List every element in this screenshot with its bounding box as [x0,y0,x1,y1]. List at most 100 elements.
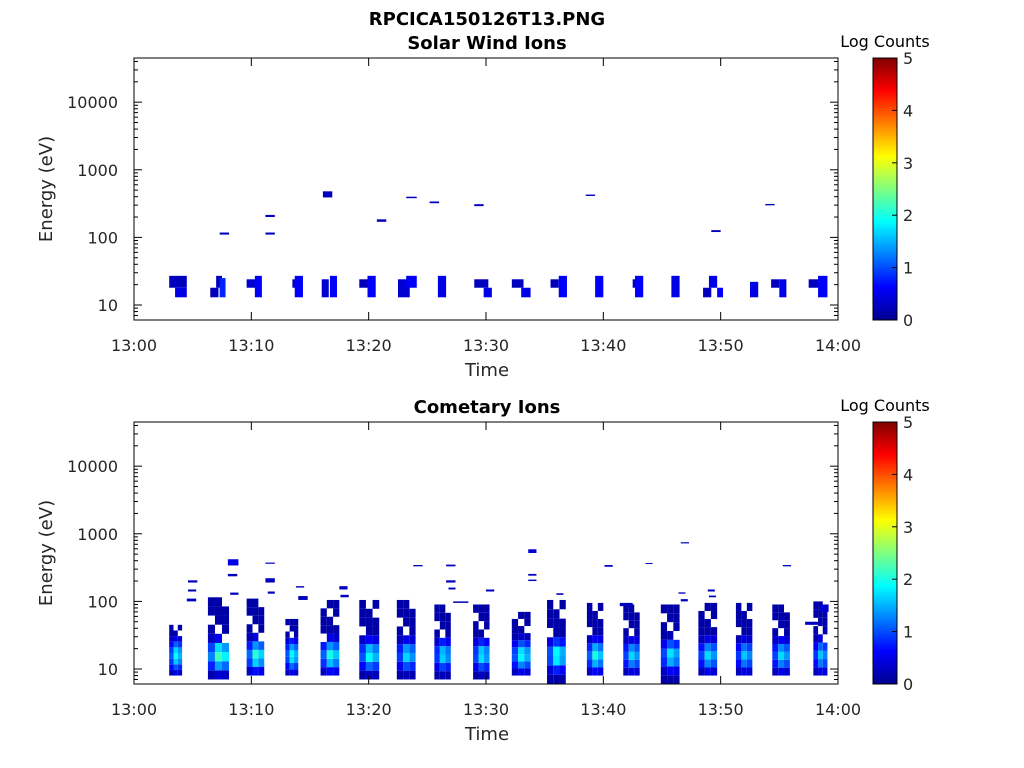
heatmap-cell [805,621,822,625]
heatmap-cell [187,580,198,583]
heatmap-cell [586,651,593,660]
heatmap-cell [177,647,183,654]
heatmap-cell [586,635,593,644]
heatmap-cell [473,621,479,630]
panel1-ticks: 13:00 13:10 13:20 13:30 13:40 13:50 14:00 10 100… [67,58,861,355]
heatmap-cell [628,651,635,660]
heatmap-cell [518,668,525,676]
heatmap-cell [772,667,779,676]
colorbar-tick-label: 0 [903,311,913,330]
heatmap-cell [484,637,490,647]
panel2-ylabel: Energy (eV) [36,500,57,606]
heatmap-cell [553,655,560,666]
heatmap-cell [372,599,380,609]
heatmap-cell [246,632,253,642]
heatmap-cell [372,670,380,680]
heatmap-cell [623,612,629,621]
heatmap-cell [550,279,559,288]
heatmap-cell [359,670,366,680]
heatmap-cell [252,667,259,676]
panel1-heatmap [169,191,828,298]
heatmap-cell [434,612,440,622]
heatmap-cell [524,661,531,669]
heatmap-cell [741,635,747,644]
heatmap-cell [511,647,519,655]
heatmap-cell [521,287,531,298]
heatmap-cell [586,659,593,668]
heatmap-cell [559,646,566,656]
heatmap-cell [597,602,604,611]
heatmap-cell [778,659,785,668]
heatmap-cell [818,642,823,651]
x-tick-label: 13:20 [346,700,392,719]
heatmap-cell [547,637,554,647]
heatmap-cell [398,279,410,298]
colorbar-tick-label: 1 [903,259,913,278]
panel2-colorbar-label: Log Counts [840,396,930,415]
heatmap-cell [403,661,410,671]
panel1-xlabel: Time [464,360,509,381]
heatmap-cell [518,633,525,641]
heatmap-cell [177,653,183,659]
heatmap-cell [558,275,567,298]
heatmap-cell [258,667,265,676]
heatmap-cell [553,646,560,656]
heatmap-cell [214,615,222,625]
heatmap-cell [333,641,340,651]
heatmap-cell [222,652,230,662]
heatmap-cell [511,279,524,288]
heatmap-cell [660,648,668,658]
x-tick-label: 13:30 [463,700,509,719]
heatmap-cell [818,275,828,298]
heatmap-cell [559,599,566,610]
heatmap-cell [735,667,742,676]
heatmap-cell [169,658,174,665]
heatmap-cell [673,675,680,684]
heatmap-cell [473,629,479,638]
heatmap-cell [524,654,531,662]
panel1-colorbar [872,57,898,321]
heatmap-cell [778,651,785,660]
panel-solar-wind: Solar Wind Ions 13:00 13:10 13:20 13:30 13:4… [36,32,930,381]
heatmap-cell [553,627,560,638]
heatmap-cell [547,609,554,619]
heatmap-cell [628,604,635,613]
heatmap-cell [484,621,490,630]
heatmap-cell [741,667,747,676]
heatmap-cell [746,627,753,636]
heatmap-cell [326,650,334,659]
heatmap-cell [524,633,531,641]
heatmap-cell [667,604,674,614]
heatmap-cell [409,661,416,671]
heatmap-cell [258,641,265,650]
heatmap-cell [396,661,404,671]
x-tick-label: 13:40 [580,700,626,719]
heatmap-cell [698,610,705,620]
heatmap-cell [784,636,790,644]
heatmap-cell [547,665,554,675]
heatmap-cell [409,608,416,618]
heatmap-cell [778,636,785,644]
heatmap-cell [473,646,479,655]
heatmap-cell [434,604,440,613]
panel2-heatmap [169,542,829,684]
heatmap-cell [289,618,294,626]
heatmap-cell [511,633,519,641]
heatmap-cell [822,609,828,618]
heatmap-cell [434,654,440,663]
heatmap-cell [293,618,299,626]
heatmap-cell [703,287,712,298]
heatmap-cell [741,627,747,636]
heatmap-cell [169,664,174,670]
heatmap-cell [258,607,265,616]
heatmap-cell [254,275,262,298]
heatmap-cell [518,647,525,655]
heatmap-cell [746,619,753,628]
panel1-ylabel: Energy (eV) [36,136,57,242]
heatmap-cell [258,624,265,633]
y-tick-label: 10000 [67,457,118,476]
heatmap-cell [321,279,329,298]
heatmap-cell [784,620,790,629]
heatmap-cell [214,606,222,616]
